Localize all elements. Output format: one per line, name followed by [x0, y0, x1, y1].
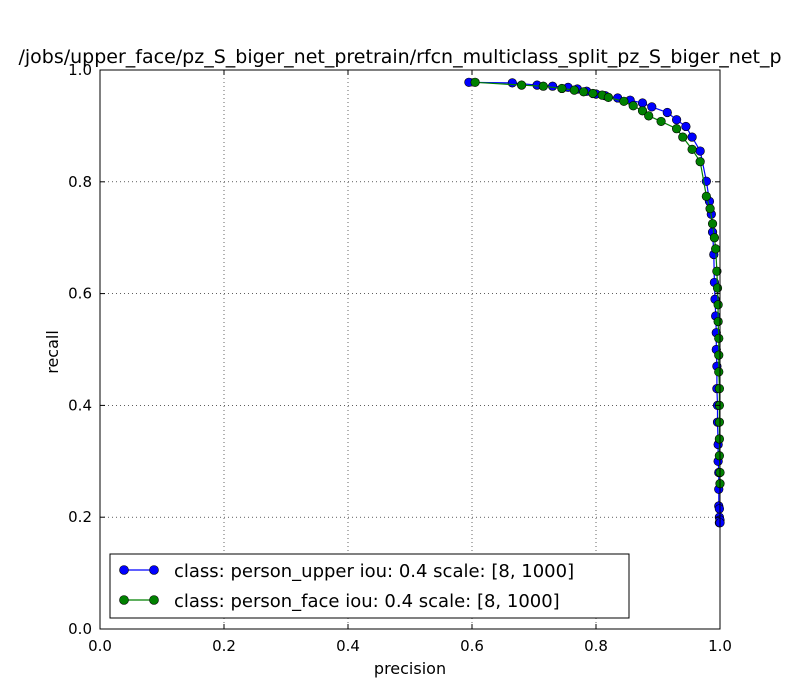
plot-frame	[99, 69, 721, 630]
data-point-person-face	[603, 92, 614, 102]
data-point-person-face	[516, 80, 527, 90]
x-tick-label: 0.4	[336, 637, 360, 655]
x-axis-label: precision	[374, 659, 446, 678]
legend-marker-person-face	[149, 595, 159, 605]
data-point-person-face	[714, 384, 724, 394]
data-point-person-face	[578, 87, 589, 97]
x-tick-label: 0.0	[88, 637, 112, 655]
plot-area	[100, 70, 720, 629]
data-point-person-face	[588, 88, 598, 99]
data-point-person-upper	[671, 115, 682, 125]
grid	[100, 70, 720, 629]
data-point-person-face	[470, 77, 480, 87]
y-tick-label: 1.0	[68, 61, 92, 79]
data-point-person-face	[713, 316, 723, 327]
data-point-person-face	[678, 132, 688, 142]
legend-marker-person-upper	[119, 565, 129, 575]
data-point-person-face	[714, 434, 724, 444]
data-point-person-face	[671, 124, 682, 134]
data-point-person-upper	[507, 78, 517, 88]
data-point-person-face	[637, 106, 648, 116]
data-point-person-face	[557, 83, 567, 94]
data-point-person-face	[714, 367, 724, 377]
y-tick-label: 0.6	[68, 285, 92, 303]
y-axis-label: recall	[43, 330, 62, 374]
data-point-person-upper	[647, 102, 657, 112]
legend-label-person-face: class: person_face iou: 0.4 scale: [8, 1…	[174, 591, 560, 612]
y-tick-labels: 0.0 0.2 0.4 0.6 0.8 1.0	[68, 61, 92, 638]
data-point-person-face	[628, 101, 638, 111]
x-tick-label: 0.6	[460, 637, 484, 655]
data-point-person-face	[619, 96, 629, 106]
data-point-person-upper	[695, 146, 705, 156]
series-layer	[464, 77, 725, 528]
series-person-face	[470, 77, 725, 489]
x-tick-label: 0.8	[584, 637, 608, 655]
data-point-person-upper	[681, 121, 691, 132]
data-point-person-face	[707, 219, 718, 229]
legend: class: person_upper iou: 0.4 scale: [8, …	[109, 553, 630, 619]
data-point-person-face	[656, 116, 666, 127]
data-point-person-upper	[714, 504, 724, 514]
legend-label-person-upper: class: person_upper iou: 0.4 scale: [8, …	[174, 561, 574, 582]
legend-marker-person-face	[119, 595, 129, 605]
y-tick-label: 0.0	[68, 620, 92, 638]
data-point-person-face	[695, 157, 705, 167]
data-point-person-upper	[662, 107, 672, 118]
data-point-person-upper	[687, 132, 697, 142]
data-point-person-face	[701, 191, 711, 201]
data-point-person-face	[687, 144, 697, 154]
data-point-person-face	[538, 81, 548, 91]
data-point-person-face	[705, 204, 715, 214]
data-point-person-face	[714, 350, 724, 360]
data-point-person-face	[714, 333, 724, 343]
chart-title: /jobs/upper_face/pz_S_biger_net_pretrain…	[18, 46, 781, 68]
data-point-person-face	[714, 417, 724, 427]
data-point-person-face	[709, 233, 720, 243]
data-point-person-face	[644, 111, 654, 121]
data-point-person-face	[714, 451, 724, 461]
legend-box	[109, 553, 630, 619]
data-point-person-face	[569, 85, 579, 95]
data-point-person-face	[712, 266, 722, 276]
data-point-person-face	[712, 283, 723, 293]
data-point-person-upper	[637, 98, 648, 108]
legend-marker-person-upper	[149, 565, 159, 575]
y-tick-label: 0.8	[68, 173, 92, 191]
y-tick-label: 0.4	[68, 396, 92, 414]
x-tick-label: 1.0	[708, 637, 732, 655]
axis-ticks	[99, 69, 721, 630]
x-tick-label: 0.2	[212, 637, 236, 655]
data-point-person-upper	[547, 81, 558, 91]
y-tick-label: 0.2	[68, 508, 92, 526]
data-point-person-face	[711, 244, 721, 254]
x-tick-labels: 0.0 0.2 0.4 0.6 0.8 1.0	[88, 637, 732, 655]
data-point-person-face	[713, 300, 723, 310]
